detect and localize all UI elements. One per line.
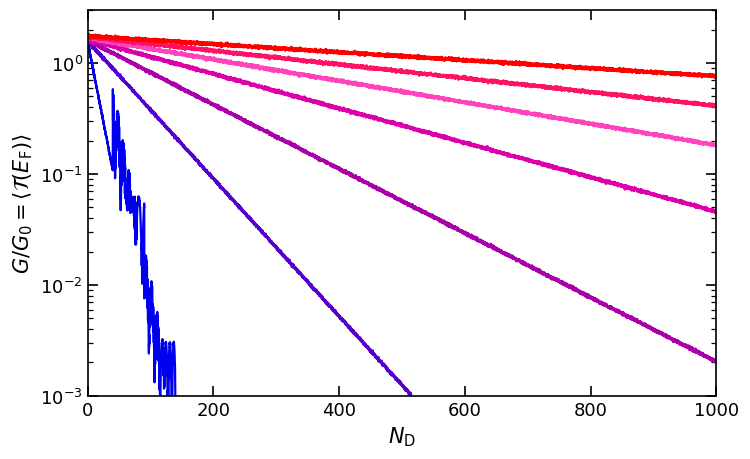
X-axis label: $N_{\mathrm{D}}$: $N_{\mathrm{D}}$	[388, 425, 416, 448]
Y-axis label: $G/G_0 = \langle \mathcal{T}(E_{\mathrm{F}}) \rangle$: $G/G_0 = \langle \mathcal{T}(E_{\mathrm{…	[11, 134, 34, 274]
